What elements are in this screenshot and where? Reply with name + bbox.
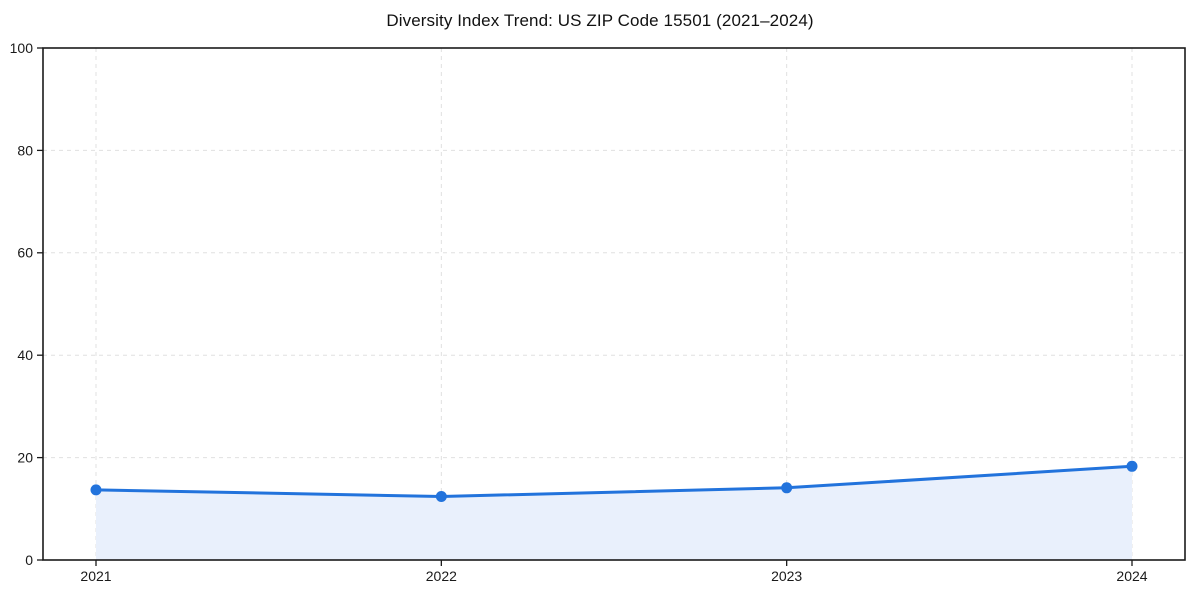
y-axis-tick-label: 40 — [17, 347, 33, 363]
x-axis-tick-label: 2022 — [426, 568, 457, 584]
y-axis-tick-label: 60 — [17, 245, 33, 261]
area-fill — [96, 466, 1132, 560]
data-point — [781, 482, 793, 494]
x-axis-tick-label: 2021 — [80, 568, 111, 584]
x-axis-tick-label: 2024 — [1116, 568, 1147, 584]
y-axis-tick-label: 0 — [25, 552, 33, 568]
data-point — [1126, 460, 1138, 472]
chart-title: Diversity Index Trend: US ZIP Code 15501… — [386, 11, 814, 30]
plot-border — [42, 47, 1186, 561]
y-axis-tick-label: 100 — [10, 40, 34, 56]
data-point — [435, 491, 447, 503]
x-axis-tick-label: 2023 — [771, 568, 802, 584]
y-axis-tick-label: 80 — [17, 142, 33, 158]
data-point — [90, 484, 102, 496]
y-axis-tick-label: 20 — [17, 450, 33, 466]
trend-line — [94, 464, 1134, 499]
